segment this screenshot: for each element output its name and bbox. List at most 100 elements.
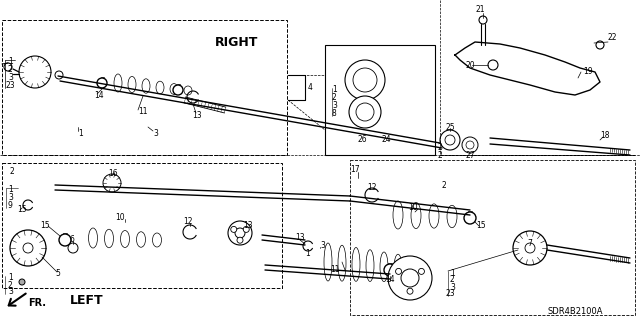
Circle shape <box>231 226 237 233</box>
Text: 16: 16 <box>108 168 118 177</box>
Text: 12: 12 <box>183 218 193 226</box>
Circle shape <box>23 60 47 84</box>
Bar <box>2 163 282 288</box>
Ellipse shape <box>104 229 113 248</box>
Text: 2: 2 <box>442 181 447 189</box>
Circle shape <box>513 231 547 265</box>
Text: 1: 1 <box>8 57 13 66</box>
Circle shape <box>384 264 396 276</box>
Circle shape <box>525 243 535 253</box>
Ellipse shape <box>128 76 136 93</box>
Circle shape <box>462 137 478 153</box>
Text: 15: 15 <box>17 205 27 214</box>
Circle shape <box>396 268 401 274</box>
Circle shape <box>488 60 498 70</box>
Text: SDR4B2100A: SDR4B2100A <box>548 308 604 316</box>
Circle shape <box>235 228 245 238</box>
Text: 3: 3 <box>8 287 13 296</box>
Text: 21: 21 <box>475 5 484 14</box>
Circle shape <box>59 234 71 246</box>
Circle shape <box>345 60 385 100</box>
Text: 26: 26 <box>358 136 367 145</box>
Bar <box>350 160 635 315</box>
Text: 11: 11 <box>138 108 147 116</box>
Text: 1: 1 <box>8 273 13 283</box>
Circle shape <box>23 243 33 253</box>
Text: 4: 4 <box>308 84 313 93</box>
Circle shape <box>466 141 474 149</box>
Text: 7: 7 <box>527 239 532 248</box>
Ellipse shape <box>114 74 122 92</box>
Ellipse shape <box>411 203 421 229</box>
Circle shape <box>353 68 377 92</box>
Ellipse shape <box>88 228 97 248</box>
Circle shape <box>55 71 63 79</box>
Text: 1: 1 <box>332 85 337 94</box>
Ellipse shape <box>394 254 402 282</box>
Ellipse shape <box>142 79 150 93</box>
Bar <box>325 45 435 155</box>
Circle shape <box>479 16 487 24</box>
Text: 13: 13 <box>243 220 253 229</box>
Text: 2: 2 <box>437 144 442 152</box>
Text: 20: 20 <box>465 61 475 70</box>
Circle shape <box>464 212 476 224</box>
Ellipse shape <box>152 233 161 247</box>
Text: 3: 3 <box>450 283 455 292</box>
Text: 11: 11 <box>330 265 339 275</box>
Circle shape <box>445 135 455 145</box>
Text: 14: 14 <box>94 92 104 100</box>
Ellipse shape <box>393 201 403 229</box>
Circle shape <box>106 177 118 189</box>
Text: 10: 10 <box>115 213 125 222</box>
Text: 2: 2 <box>437 152 442 160</box>
Text: 1: 1 <box>305 249 310 258</box>
Text: 1: 1 <box>450 269 455 278</box>
Ellipse shape <box>184 86 192 95</box>
Text: 12: 12 <box>367 182 376 191</box>
Text: 3: 3 <box>8 194 13 203</box>
Text: 1: 1 <box>78 129 83 137</box>
Ellipse shape <box>136 232 145 247</box>
Text: 5: 5 <box>55 269 60 278</box>
Text: 13: 13 <box>192 110 202 120</box>
Bar <box>2 20 287 155</box>
Text: 24: 24 <box>382 136 392 145</box>
Text: 23: 23 <box>5 81 15 91</box>
Text: RIGHT: RIGHT <box>215 35 259 48</box>
Circle shape <box>228 221 252 245</box>
Text: 2: 2 <box>332 93 337 102</box>
Circle shape <box>103 174 121 192</box>
Text: 6: 6 <box>70 235 75 244</box>
Text: 18: 18 <box>600 130 609 139</box>
Text: 2: 2 <box>8 65 13 75</box>
Circle shape <box>4 63 12 71</box>
Circle shape <box>419 268 424 274</box>
Circle shape <box>173 85 183 95</box>
Circle shape <box>349 96 381 128</box>
Circle shape <box>518 236 542 260</box>
Text: 2: 2 <box>450 276 455 285</box>
Text: 8: 8 <box>332 109 337 118</box>
Circle shape <box>68 243 78 253</box>
Text: 15: 15 <box>40 220 50 229</box>
Text: FR.: FR. <box>28 298 46 308</box>
Circle shape <box>19 56 51 88</box>
Text: 27: 27 <box>465 151 475 160</box>
Text: 2: 2 <box>8 280 13 290</box>
Ellipse shape <box>324 243 332 281</box>
Ellipse shape <box>366 250 374 281</box>
Circle shape <box>440 130 460 150</box>
Text: 3: 3 <box>153 129 158 137</box>
Circle shape <box>15 235 41 261</box>
Circle shape <box>237 237 243 243</box>
Circle shape <box>97 78 107 88</box>
Text: 1: 1 <box>8 186 13 195</box>
Text: 3: 3 <box>320 241 325 249</box>
Text: 14: 14 <box>385 276 395 285</box>
Circle shape <box>243 226 249 233</box>
Circle shape <box>10 230 46 266</box>
Text: 19: 19 <box>583 68 593 77</box>
Circle shape <box>401 269 419 287</box>
Text: 3: 3 <box>8 73 13 83</box>
